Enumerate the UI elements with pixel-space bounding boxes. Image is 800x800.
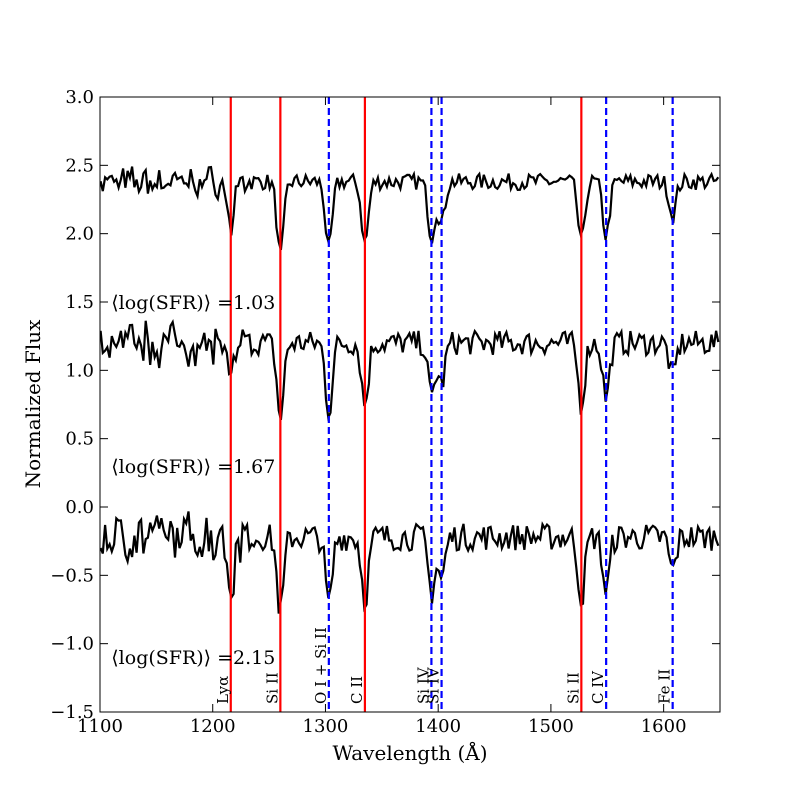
line-label-8: C IV bbox=[589, 670, 607, 704]
series-annotations-group: ⟨log(SFR)⟩ =1.03 ⟨log(SFR)⟩ =1.67 ⟨log(SFR… bbox=[111, 292, 275, 669]
x-tick-label-6: 1600 bbox=[641, 716, 687, 737]
spectra-group bbox=[99, 165, 720, 614]
series-annotation-3: ⟨log(SFR)⟩ =2.15 bbox=[111, 647, 275, 669]
x-tick-label-1: 1100 bbox=[77, 716, 123, 737]
line-label-3: O I + Si II bbox=[312, 627, 330, 704]
spectrum-series-1 bbox=[99, 165, 720, 251]
x-axis-label: Wavelength (Å) bbox=[332, 740, 487, 765]
line-label-5: Si IV bbox=[414, 666, 432, 704]
spectrum-series-3 bbox=[99, 511, 720, 614]
axes-group: 1100 1200 1300 1400 1500 1600 −1.5 −1.0 −0.5 0.0 0… bbox=[50, 87, 721, 737]
spectrum-series-2 bbox=[99, 318, 720, 422]
line-label-9: Fe II bbox=[656, 669, 674, 704]
y-tick-label-8: 2.0 bbox=[65, 224, 94, 245]
x-tick-label-3: 1300 bbox=[303, 716, 349, 737]
x-tick-label-4: 1400 bbox=[415, 716, 461, 737]
line-label-4: C II bbox=[348, 676, 366, 704]
y-tick-label-2: −1.0 bbox=[50, 634, 94, 655]
y-tick-label-3: −0.5 bbox=[50, 565, 94, 586]
y-tick-label-10: 3.0 bbox=[65, 87, 94, 108]
y-tick-label-4: 0.0 bbox=[65, 497, 94, 518]
x-tick-label-5: 1500 bbox=[528, 716, 574, 737]
x-tick-label-2: 1200 bbox=[190, 716, 236, 737]
y-tick-label-9: 2.5 bbox=[65, 155, 94, 176]
line-label-2: Si II bbox=[263, 672, 281, 704]
y-tick-label-5: 0.5 bbox=[65, 429, 94, 450]
series-annotation-1: ⟨log(SFR)⟩ =1.03 bbox=[111, 292, 275, 314]
series-annotation-2: ⟨log(SFR)⟩ =1.67 bbox=[111, 456, 275, 478]
line-markers-group bbox=[229, 97, 674, 712]
line-label-1: Lyα bbox=[214, 676, 232, 704]
line-label-7: Si II bbox=[564, 672, 582, 704]
plot-frame bbox=[99, 96, 721, 713]
y-tick-label-1: −1.5 bbox=[50, 702, 94, 723]
y-tick-label-7: 1.5 bbox=[65, 292, 94, 313]
line-label-6: Si IV bbox=[425, 666, 443, 704]
y-tick-label-6: 1.0 bbox=[65, 360, 94, 381]
y-axis-label: Normalized Flux bbox=[21, 319, 45, 488]
